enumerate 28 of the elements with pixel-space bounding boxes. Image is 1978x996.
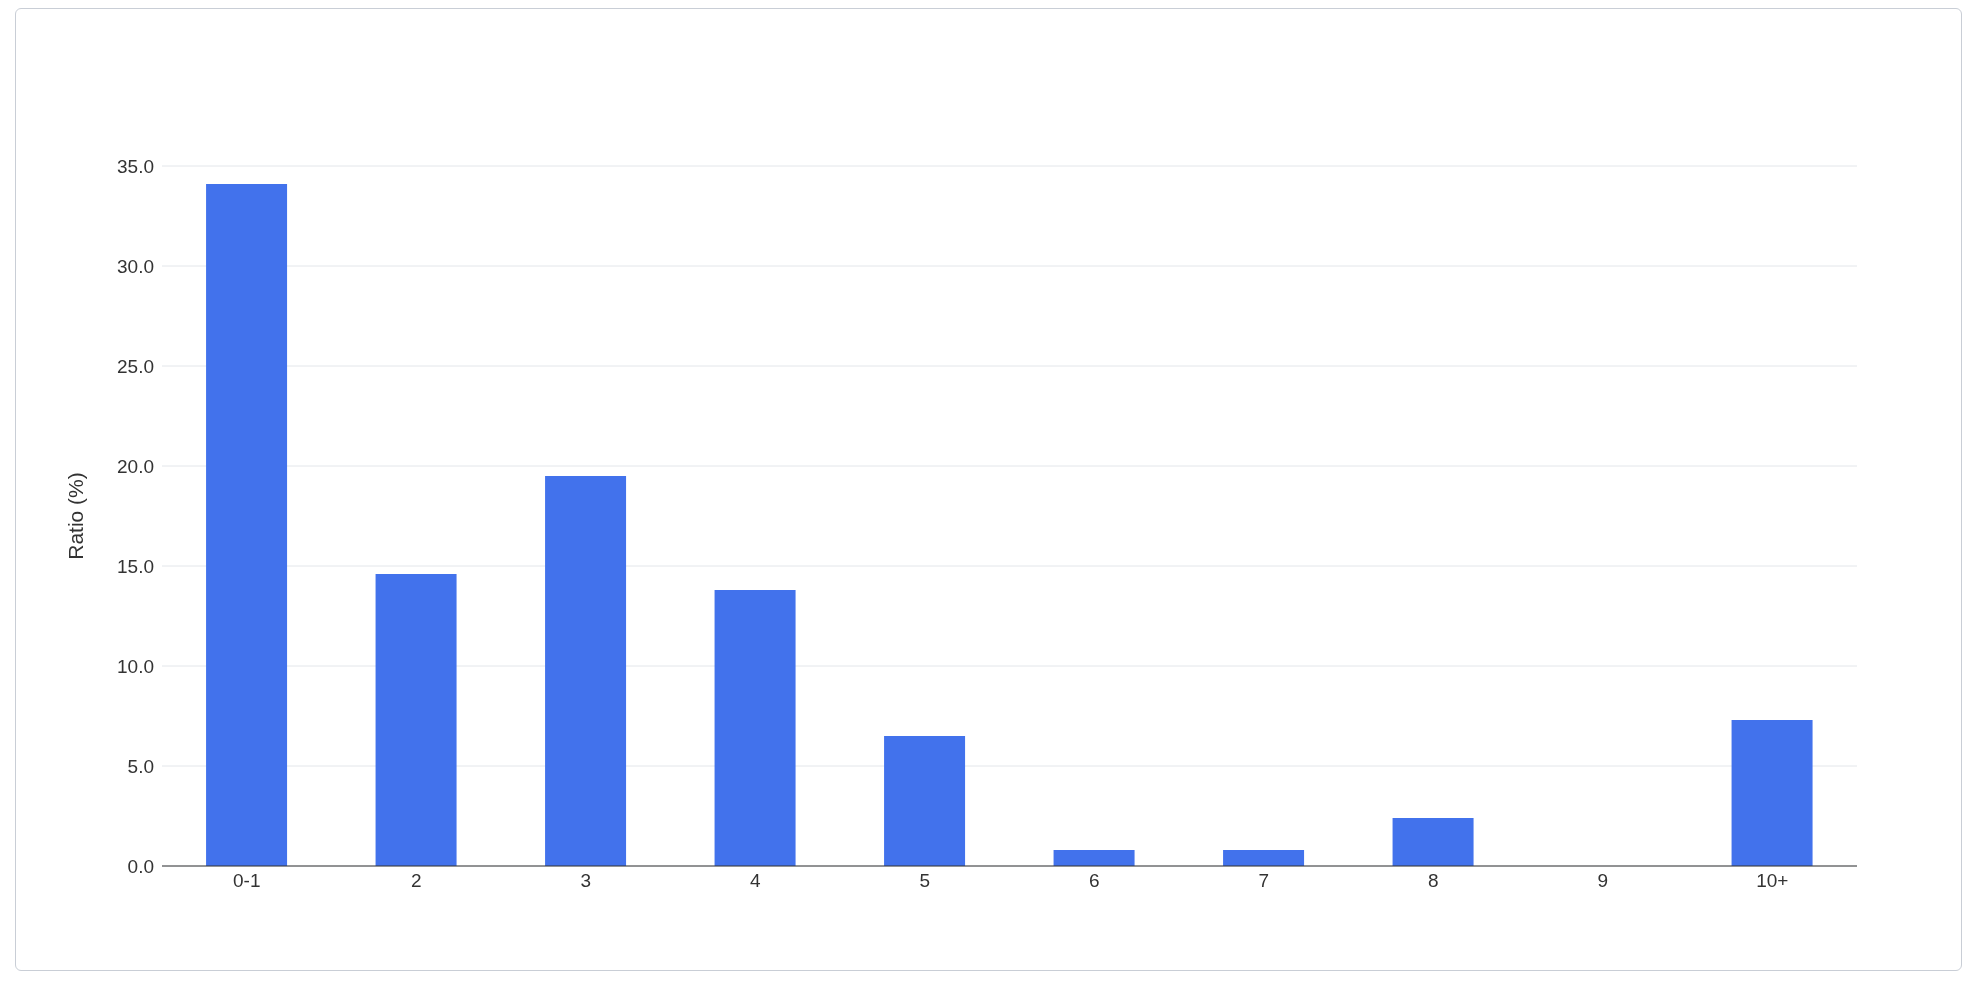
x-tick-label: 4 <box>749 870 761 892</box>
bar <box>714 590 796 866</box>
x-tick-label: 9 <box>1597 870 1609 892</box>
bar <box>884 736 966 866</box>
x-tick-label: 3 <box>580 870 592 892</box>
y-tick-label: 5.0 <box>127 755 154 777</box>
y-tick-label: 30.0 <box>117 255 154 277</box>
x-tick-label: 10+ <box>1756 870 1789 892</box>
y-tick-label: 35.0 <box>117 155 154 177</box>
x-tick-label: 7 <box>1258 870 1270 892</box>
y-tick-label: 25.0 <box>117 355 154 377</box>
bar <box>545 476 627 866</box>
bar <box>1053 850 1135 866</box>
x-tick-label: 8 <box>1427 870 1439 892</box>
x-tick-label: 5 <box>919 870 931 892</box>
y-axis-title: Ratio (%) <box>64 472 88 560</box>
x-tick-label: 6 <box>1088 870 1100 892</box>
y-tick-label: 20.0 <box>117 455 154 477</box>
x-tick-label: 2 <box>410 870 422 892</box>
bar <box>1392 818 1474 866</box>
y-tick-label: 0.0 <box>127 855 154 877</box>
y-tick-label: 15.0 <box>117 555 154 577</box>
bar <box>1731 720 1813 866</box>
bar <box>1223 850 1305 866</box>
x-tick-label: 0-1 <box>233 870 261 892</box>
bar <box>375 574 457 866</box>
bar <box>206 184 288 866</box>
y-tick-label: 10.0 <box>117 655 154 677</box>
